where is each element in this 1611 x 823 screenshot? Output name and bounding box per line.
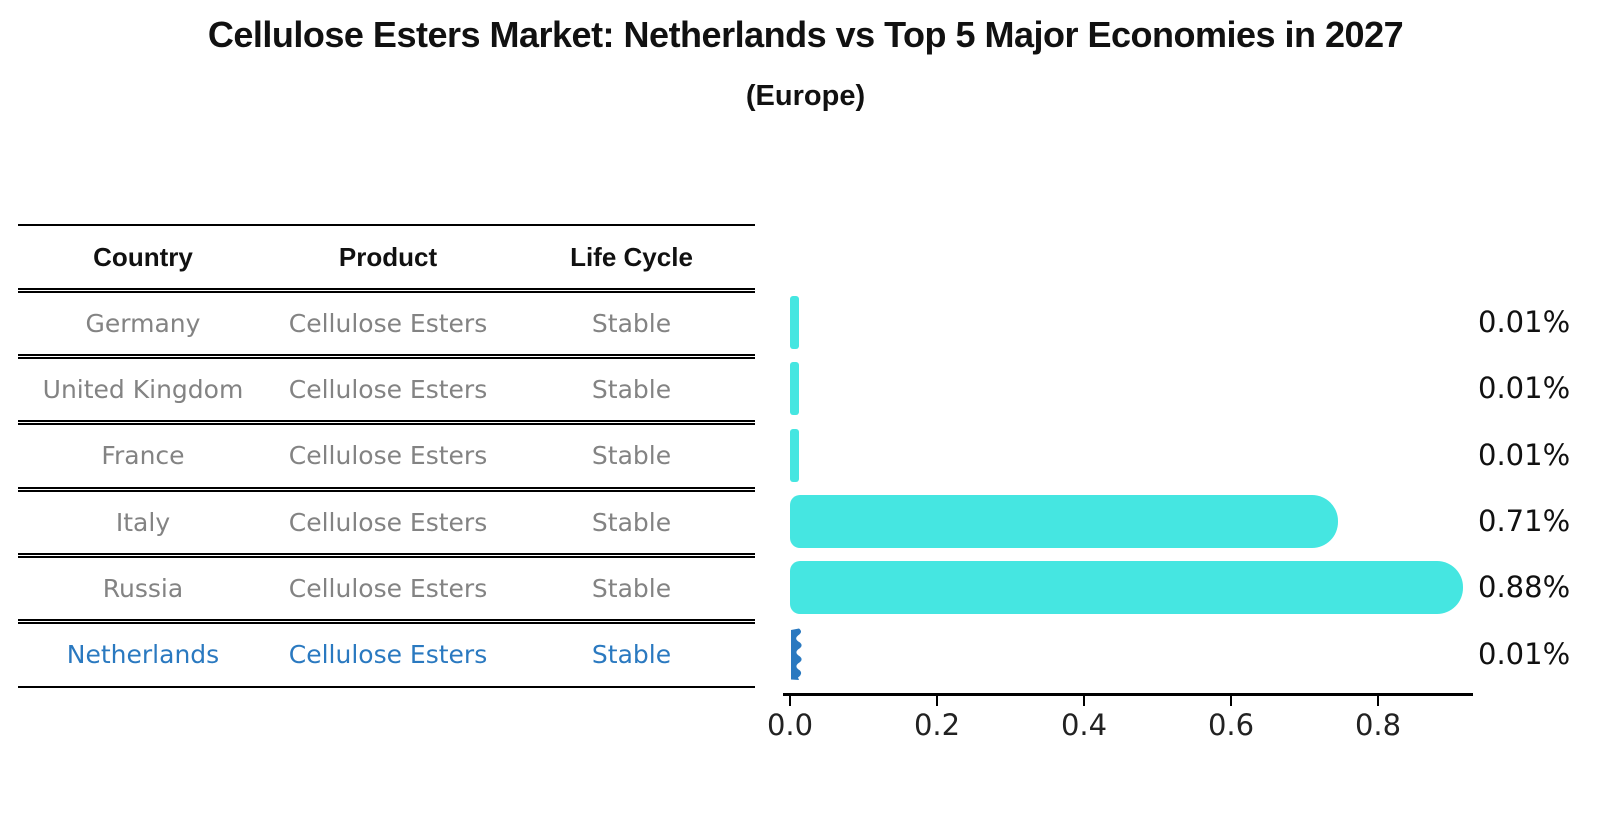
table-row-rule — [18, 354, 755, 359]
table-row-france: France Cellulose Esters Stable — [18, 425, 755, 486]
table-row-netherlands: Netherlands Cellulose Esters Stable — [18, 624, 755, 685]
x-axis-tick — [1230, 695, 1232, 706]
x-axis-tick — [1083, 695, 1085, 706]
x-tick-label: 0.2 — [913, 708, 961, 742]
life-cycle-cell: Stable — [591, 441, 672, 470]
table-row-russia: Russia Cellulose Esters Stable — [18, 558, 755, 619]
life-cycle-cell: Stable — [591, 640, 672, 669]
table-row-rule — [18, 619, 755, 624]
column-header-life-cycle: Life Cycle — [570, 242, 693, 272]
country-cell: United Kingdom — [42, 375, 244, 404]
product-cell: Cellulose Esters — [288, 574, 488, 603]
x-axis-tick — [789, 695, 791, 706]
country-cell: Netherlands — [66, 640, 220, 669]
table-header-rule — [18, 288, 755, 293]
bar-united-kingdom — [790, 362, 799, 415]
product-cell: Cellulose Esters — [288, 309, 488, 338]
value-label: 0.01% — [1478, 438, 1571, 472]
x-tick-label: 0.6 — [1207, 708, 1255, 742]
product-cell: Cellulose Esters — [288, 375, 488, 404]
life-cycle-cell: Stable — [591, 574, 672, 603]
life-cycle-cell: Stable — [591, 375, 672, 404]
chart-subtitle: (Europe) — [745, 80, 866, 112]
bar-russia — [790, 561, 1463, 614]
table-row-rule — [18, 553, 755, 558]
country-cell: Italy — [115, 508, 171, 537]
bar-netherlands-sketch — [791, 628, 802, 680]
country-cell: Germany — [85, 309, 201, 338]
product-cell: Cellulose Esters — [288, 640, 488, 669]
table-header-row: Country Product Life Cycle — [18, 226, 755, 288]
bar-germany — [790, 296, 799, 349]
country-cell: Russia — [102, 574, 184, 603]
chart-title: Cellulose Esters Market: Netherlands vs … — [207, 14, 1404, 55]
table-top-rule — [18, 224, 755, 226]
x-axis-tick — [936, 695, 938, 706]
x-tick-label: 0.0 — [766, 708, 814, 742]
column-header-country: Country — [93, 242, 193, 272]
x-axis-tick — [1377, 695, 1379, 706]
life-cycle-cell: Stable — [591, 309, 672, 338]
bar-italy — [790, 495, 1338, 548]
value-label: 0.88% — [1478, 570, 1571, 604]
value-label: 0.71% — [1478, 504, 1571, 538]
value-label: 0.01% — [1478, 637, 1571, 671]
table-row-rule — [18, 420, 755, 425]
country-cell: France — [101, 441, 185, 470]
bar-france — [790, 429, 799, 482]
table-row-rule — [18, 487, 755, 492]
value-label: 0.01% — [1478, 371, 1571, 405]
x-axis-spine — [783, 693, 1473, 696]
product-cell: Cellulose Esters — [288, 441, 488, 470]
column-header-product: Product — [338, 242, 438, 272]
table-row-italy: Italy Cellulose Esters Stable — [18, 492, 755, 553]
x-tick-label: 0.8 — [1354, 708, 1402, 742]
value-label: 0.01% — [1478, 305, 1571, 339]
x-tick-label: 0.4 — [1060, 708, 1108, 742]
product-cell: Cellulose Esters — [288, 508, 488, 537]
table-row-germany: Germany Cellulose Esters Stable — [18, 293, 755, 354]
table-bottom-rule — [18, 686, 755, 688]
life-cycle-cell: Stable — [591, 508, 672, 537]
table-row-united-kingdom: United Kingdom Cellulose Esters Stable — [18, 359, 755, 420]
